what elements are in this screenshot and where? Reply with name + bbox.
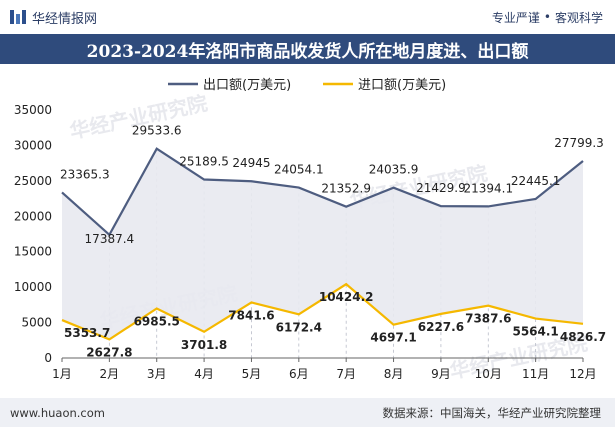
y-tick-label: 10000: [14, 280, 52, 294]
import-data-label: 10424.2: [319, 290, 374, 304]
import-data-label: 5564.1: [512, 325, 558, 339]
import-series-line: [61, 282, 584, 341]
import-data-label: 5353.7: [64, 326, 110, 340]
y-tick-label: 20000: [14, 209, 52, 223]
line-chart: 华经产业研究院华经产业研究院华经产业研究院华经产业研究院 05000100001…: [14, 78, 606, 383]
export-data-label: 25189.5: [179, 155, 229, 169]
footer-url[interactable]: www.huaon.com: [10, 405, 105, 420]
x-tick-label: 6月: [289, 367, 309, 381]
x-tick-label: 7月: [336, 367, 356, 381]
logo-icon: [10, 10, 26, 24]
x-tick-label: 5月: [242, 367, 262, 381]
data-labels: 23365.3 17387.4 29533.6 25189.5 24945 24054.1…: [60, 124, 606, 360]
export-series-line: [61, 147, 584, 237]
export-data-label: 21352.9: [321, 182, 371, 196]
export-data-label: 29533.6: [132, 124, 182, 138]
tagline-left: 专业严谨: [491, 10, 540, 25]
tagline: 专业严谨 • 客观科学: [492, 9, 603, 26]
x-tick-label: 11月: [522, 367, 549, 381]
chart-axes: 1月 2月 3月 4月 5月 6月 7月 8月 9月 10月 11月 12月: [52, 357, 597, 381]
x-tick-label: 9月: [431, 367, 451, 381]
export-data-label: 21394.1: [463, 181, 513, 195]
export-data-label: 23365.3: [60, 167, 110, 181]
import-data-label: 2627.8: [86, 345, 132, 359]
x-tick-label: 12月: [569, 367, 596, 381]
series-lines: [61, 147, 584, 341]
area-between-series: [62, 148, 583, 340]
footer-source: 数据来源：中国海关，华经产业研究院整理: [382, 405, 602, 420]
export-data-label: 24945: [232, 156, 270, 170]
y-tick-label: 5000: [21, 316, 52, 330]
import-data-label: 4697.1: [370, 331, 416, 345]
x-tick-label: 1月: [52, 367, 72, 381]
y-tick-label: 25000: [14, 174, 52, 188]
legend: 出口额(万美元) 进口额(万美元): [168, 78, 446, 93]
import-data-label: 6985.5: [134, 315, 180, 329]
x-tick-label: 3月: [147, 367, 167, 381]
area-fill: [62, 148, 583, 340]
y-tick-label: 15000: [14, 245, 52, 259]
footer: www.huaon.com 数据来源：中国海关，华经产业研究院整理: [0, 398, 615, 427]
y-tick-label: 35000: [14, 103, 52, 117]
chart-title: 2023-2024年洛阳市商品收发货人所在地月度进、出口额: [0, 34, 615, 64]
export-data-label: 22445.1: [511, 174, 561, 188]
export-data-label: 17387.4: [85, 232, 135, 246]
import-data-label: 7841.6: [228, 308, 274, 322]
import-data-label: 6172.4: [276, 320, 322, 334]
x-tick-label: 10月: [475, 367, 502, 381]
top-bar: 华经情报网 专业严谨 • 客观科学: [0, 0, 615, 34]
x-tick-label: 4月: [194, 367, 214, 381]
y-tick-label: 0: [44, 351, 52, 365]
import-data-label: 7387.6: [465, 312, 511, 326]
import-data-label: 4826.7: [560, 330, 606, 344]
brand-name: 华经情报网: [32, 11, 98, 27]
export-data-label: 21429.9: [416, 181, 466, 195]
x-tick-label: 8月: [384, 367, 404, 381]
export-data-label: 24035.9: [369, 163, 419, 177]
x-tick-label: 2月: [100, 367, 120, 381]
brand[interactable]: 华经情报网: [10, 8, 97, 27]
legend-import-label: 进口额(万美元): [358, 78, 446, 93]
legend-export-label: 出口额(万美元): [203, 78, 291, 93]
import-data-label: 3701.8: [181, 338, 227, 352]
import-data-label: 6227.6: [418, 320, 464, 334]
tagline-separator: •: [543, 10, 551, 24]
tagline-right: 客观科学: [554, 10, 603, 25]
export-data-label: 27799.3: [554, 136, 604, 150]
export-data-label: 24054.1: [274, 163, 324, 177]
y-tick-label: 30000: [14, 138, 52, 152]
